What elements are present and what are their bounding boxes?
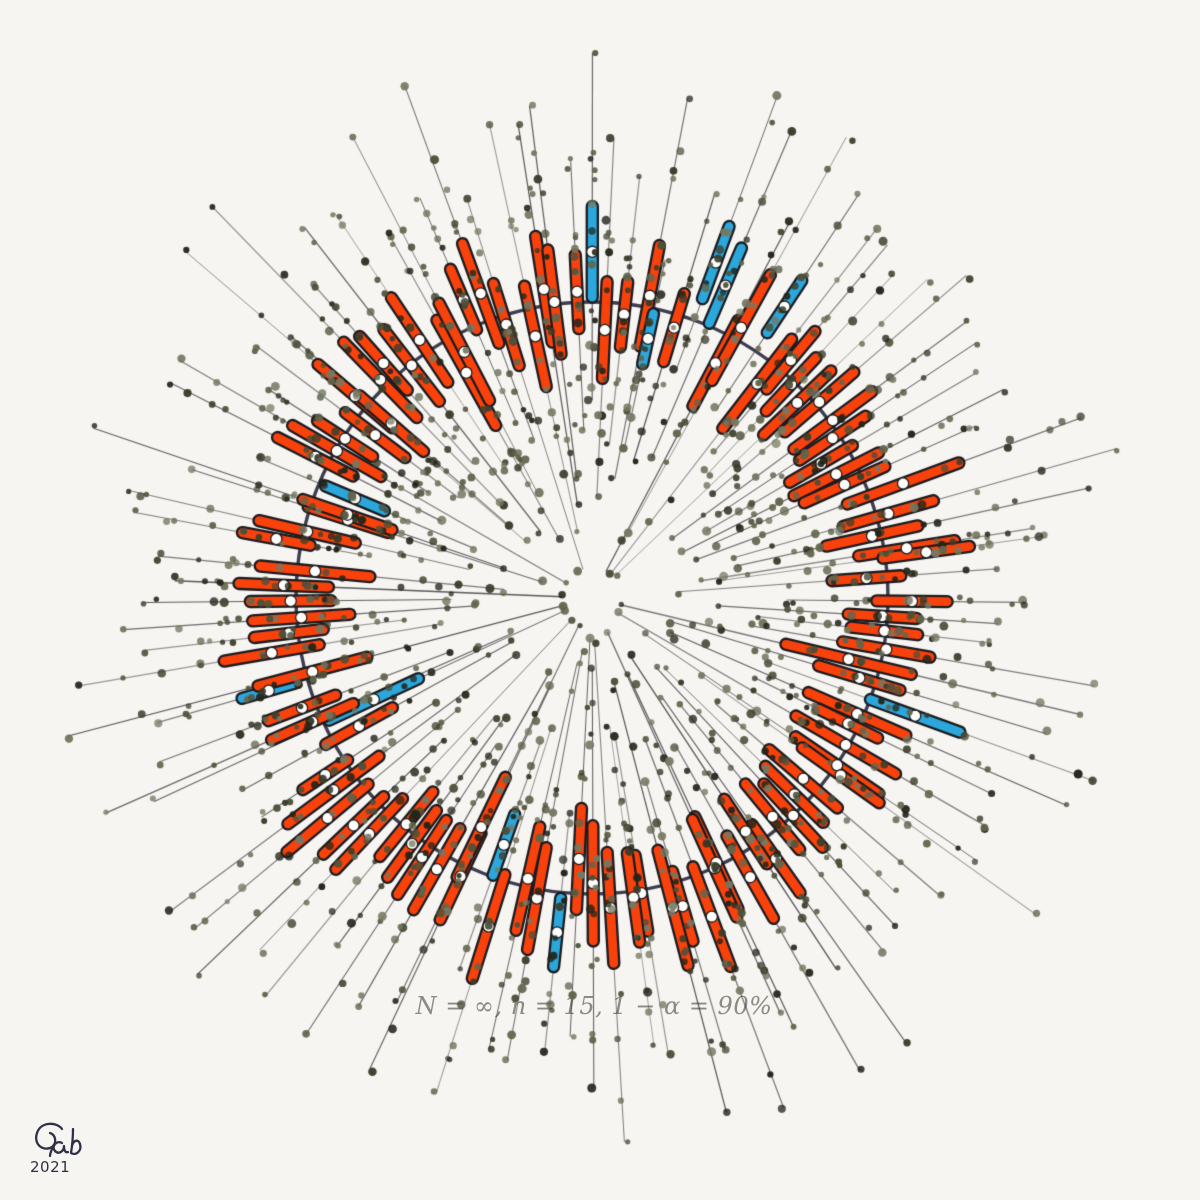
signature-year: 2021 [30, 1158, 71, 1176]
artist-signature: 2021 [26, 1120, 90, 1176]
signature-fab-icon [35, 1122, 82, 1158]
